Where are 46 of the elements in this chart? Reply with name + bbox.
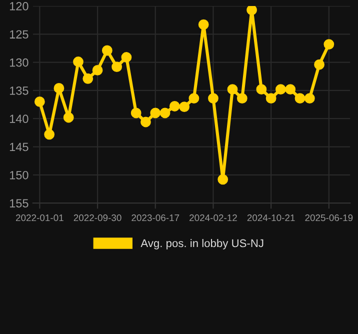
point [285,84,296,95]
point [304,93,315,104]
y-tick-label: 130 [10,58,28,67]
x-tick-label: 2023-06-17 [132,214,180,222]
point [246,6,257,16]
point [256,84,267,95]
y-tick-label: 120 [10,2,28,10]
point [160,108,170,118]
point [54,83,64,94]
x-tick-label: 2022-09-30 [74,214,122,222]
y-tick-label: 140 [10,114,28,124]
point [227,84,238,95]
x-tick-label: 2022-01-01 [16,214,64,222]
point [266,93,276,104]
point [73,56,84,67]
point [44,129,55,140]
point [294,93,306,104]
x-tick-label: 2024-02-12 [190,214,237,222]
legend-label: Avg. pos. in lobby US-NJ [140,239,264,250]
point [130,108,142,118]
point [102,45,112,56]
point [236,93,248,104]
point [34,96,45,107]
point [92,64,103,76]
point [218,174,228,185]
x-tick-label: 2024-10-21 [247,214,295,222]
y-tick-label: 145 [10,142,28,152]
point [140,116,151,128]
point [188,93,200,104]
y-tick-label: 150 [10,170,28,180]
point [324,39,334,50]
point [112,62,122,72]
point [276,84,286,95]
point [179,102,190,112]
y-tick-label: 155 [10,199,28,208]
point [208,93,218,104]
point [169,101,180,112]
point [198,19,209,30]
x-tick-label: 2025-06-19 [305,214,353,222]
y-tick-label: 125 [10,30,28,39]
point [121,52,132,62]
point [150,108,161,118]
y-tick-label: 135 [10,86,28,95]
point [314,59,324,70]
point [63,112,74,123]
point [82,73,94,84]
